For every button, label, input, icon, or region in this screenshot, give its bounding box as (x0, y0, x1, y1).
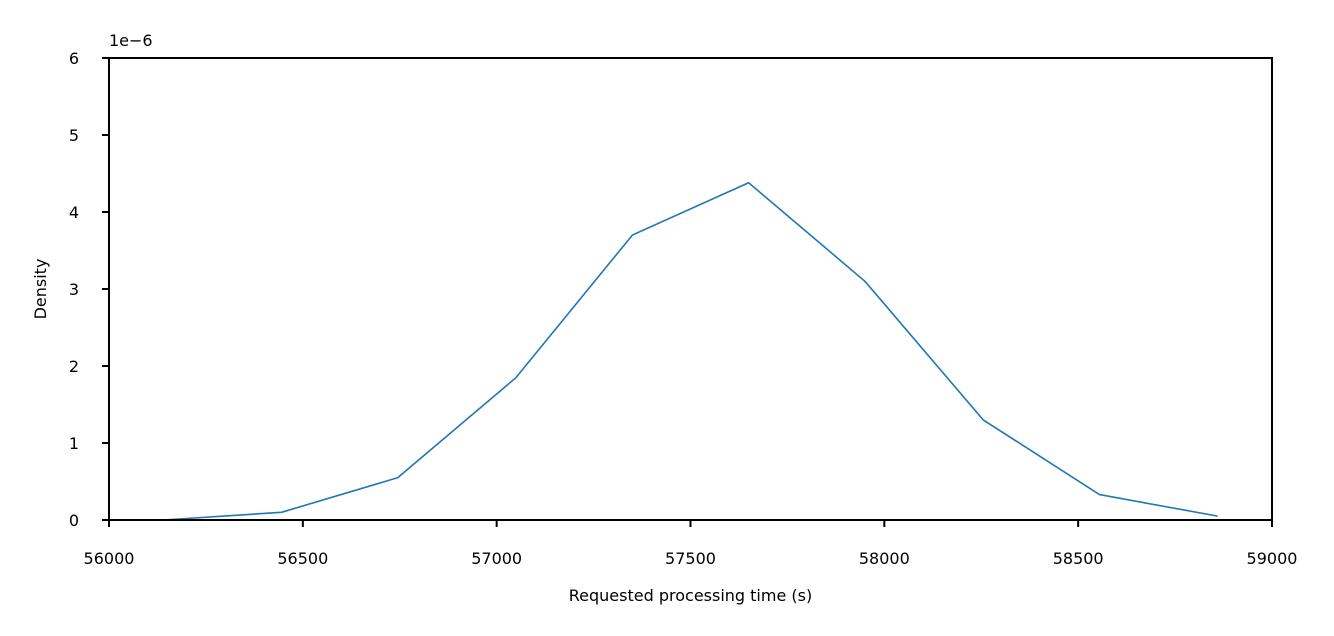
density-line (109, 181, 1218, 521)
y-tick-label: 1 (69, 434, 79, 453)
x-tick-label: 58500 (1053, 549, 1104, 568)
x-tick-label: 59000 (1247, 549, 1298, 568)
y-tick-label: 0 (69, 511, 79, 530)
x-axis: 56000 56500 57000 57500 58000 58500 59000 (84, 520, 1298, 568)
x-axis-label: Requested processing time (s) (569, 586, 812, 605)
y-tick-label: 2 (69, 357, 79, 376)
y-tick-label: 6 (69, 49, 79, 68)
plot-frame (108, 57, 1273, 521)
y-offset-label: 1e−6 (109, 31, 153, 50)
y-axis-label: Density (31, 259, 50, 320)
plot-area (108, 57, 1273, 521)
y-tick-label: 3 (69, 280, 79, 299)
x-tick-label: 57000 (471, 549, 522, 568)
y-tick-label: 4 (69, 203, 79, 222)
x-tick-label: 57500 (665, 549, 716, 568)
x-tick-label: 56000 (84, 549, 135, 568)
y-tick-label: 5 (69, 126, 79, 145)
y-axis: 0 1 2 3 4 5 6 (69, 49, 109, 530)
x-tick-label: 56500 (277, 549, 328, 568)
x-tick-label: 58000 (859, 549, 910, 568)
